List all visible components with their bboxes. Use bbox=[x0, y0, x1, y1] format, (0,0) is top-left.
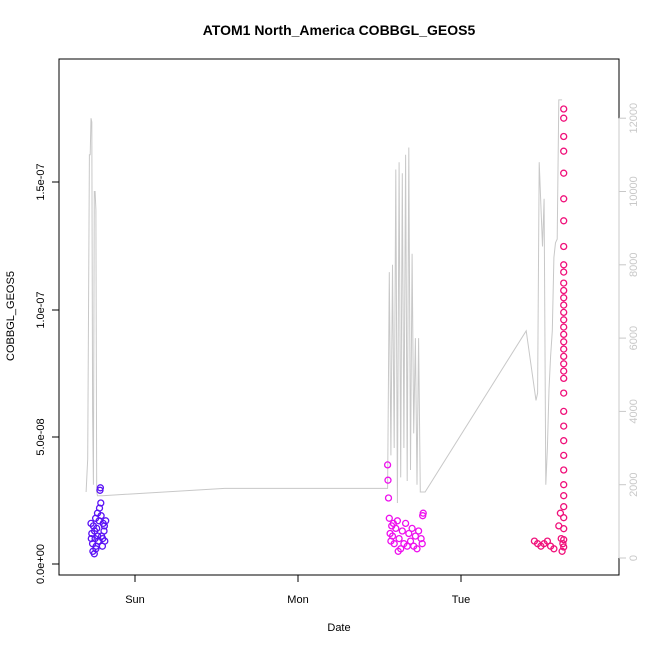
data-point bbox=[560, 374, 568, 383]
data-point bbox=[560, 132, 568, 141]
left-y-axis: 0.0e+00 5.0e-08 1.0e-07 1.5e-07 bbox=[35, 163, 60, 584]
data-point bbox=[560, 195, 568, 203]
x-tick-label: Mon bbox=[287, 594, 308, 606]
right-tick-label: 10000 bbox=[628, 176, 640, 207]
plot-area-border bbox=[58, 58, 620, 576]
data-point bbox=[560, 466, 568, 474]
data-point bbox=[100, 527, 108, 535]
data-point bbox=[560, 268, 568, 276]
data-point bbox=[408, 524, 416, 533]
data-point bbox=[384, 476, 392, 484]
data-point bbox=[91, 514, 100, 522]
data-point bbox=[560, 147, 568, 155]
points-layer bbox=[87, 105, 568, 558]
left-tick-label: 1.5e-07 bbox=[35, 163, 47, 200]
right-tick-label: 0 bbox=[628, 555, 640, 561]
data-point bbox=[560, 286, 568, 295]
left-tick-label: 5.0e-08 bbox=[35, 418, 47, 455]
data-point bbox=[560, 360, 568, 368]
data-point bbox=[560, 294, 568, 302]
data-point bbox=[560, 503, 568, 511]
data-point bbox=[383, 461, 392, 469]
data-point bbox=[560, 389, 568, 397]
data-point bbox=[95, 504, 104, 512]
data-point bbox=[560, 525, 568, 533]
secondary-series-line bbox=[85, 99, 563, 504]
data-point bbox=[560, 169, 568, 177]
right-tick-label: 4000 bbox=[628, 399, 640, 423]
data-point bbox=[560, 481, 568, 489]
data-point bbox=[401, 519, 410, 528]
data-point bbox=[560, 316, 568, 324]
data-point bbox=[405, 529, 413, 538]
data-point bbox=[560, 345, 568, 353]
data-point bbox=[390, 540, 398, 548]
data-point bbox=[560, 242, 568, 251]
data-point bbox=[560, 217, 568, 225]
data-point bbox=[560, 367, 568, 375]
data-point bbox=[418, 540, 426, 548]
data-point bbox=[417, 534, 425, 543]
left-tick-label: 1.0e-07 bbox=[35, 291, 47, 328]
right-tick-label: 8000 bbox=[628, 253, 640, 277]
right-tick-label: 6000 bbox=[628, 326, 640, 350]
data-point bbox=[100, 522, 109, 530]
data-point bbox=[560, 437, 568, 445]
data-point bbox=[550, 545, 558, 553]
data-point bbox=[99, 534, 107, 543]
data-point bbox=[560, 330, 568, 339]
data-point bbox=[89, 547, 97, 555]
data-point bbox=[560, 114, 568, 122]
data-point bbox=[394, 547, 402, 555]
x-tick-label: Sun bbox=[125, 594, 145, 606]
x-axis-label: Date bbox=[327, 622, 350, 634]
series-3 bbox=[560, 105, 568, 551]
data-point bbox=[560, 261, 568, 269]
x-tick-label: Tue bbox=[452, 594, 471, 606]
data-point bbox=[389, 519, 398, 528]
data-point bbox=[543, 537, 552, 545]
chart-title: ATOM1 North_America COBBGL_GEOS5 bbox=[203, 22, 476, 38]
data-point bbox=[419, 509, 427, 517]
data-point bbox=[560, 352, 568, 361]
series-1 bbox=[383, 461, 427, 555]
data-point bbox=[560, 105, 568, 113]
data-point bbox=[560, 308, 568, 317]
series-0 bbox=[87, 484, 110, 558]
data-point bbox=[560, 514, 568, 522]
data-point bbox=[90, 527, 99, 535]
data-point bbox=[388, 532, 397, 540]
right-tick-label: 12000 bbox=[628, 103, 640, 134]
data-point bbox=[560, 451, 568, 460]
data-point bbox=[92, 542, 100, 550]
data-point bbox=[414, 527, 423, 535]
data-point bbox=[560, 536, 568, 544]
data-point bbox=[87, 534, 95, 543]
data-point bbox=[385, 514, 393, 522]
data-point bbox=[560, 407, 568, 416]
right-tick-label: 2000 bbox=[628, 472, 640, 496]
data-point bbox=[384, 494, 393, 502]
data-point bbox=[395, 534, 403, 543]
data-point bbox=[398, 527, 406, 535]
data-point bbox=[413, 545, 421, 553]
data-point bbox=[560, 279, 568, 287]
right-y-axis: 0 2000 4000 6000 8000 10000 12000 bbox=[618, 103, 640, 561]
secondary-line-layer bbox=[85, 99, 563, 504]
data-point bbox=[560, 422, 568, 430]
data-point bbox=[560, 543, 568, 551]
data-point bbox=[411, 532, 420, 540]
x-axis: Sun Mon Tue bbox=[125, 574, 471, 606]
data-point bbox=[406, 537, 415, 545]
data-point bbox=[560, 301, 568, 309]
y-axis-label: COBBGL_GEOS5 bbox=[5, 271, 17, 361]
data-point bbox=[560, 338, 568, 346]
data-point bbox=[560, 323, 568, 331]
data-point bbox=[96, 484, 105, 492]
data-point bbox=[559, 540, 567, 548]
left-tick-label: 0.0e+00 bbox=[35, 544, 47, 584]
data-point bbox=[560, 492, 568, 500]
data-point bbox=[558, 547, 566, 555]
